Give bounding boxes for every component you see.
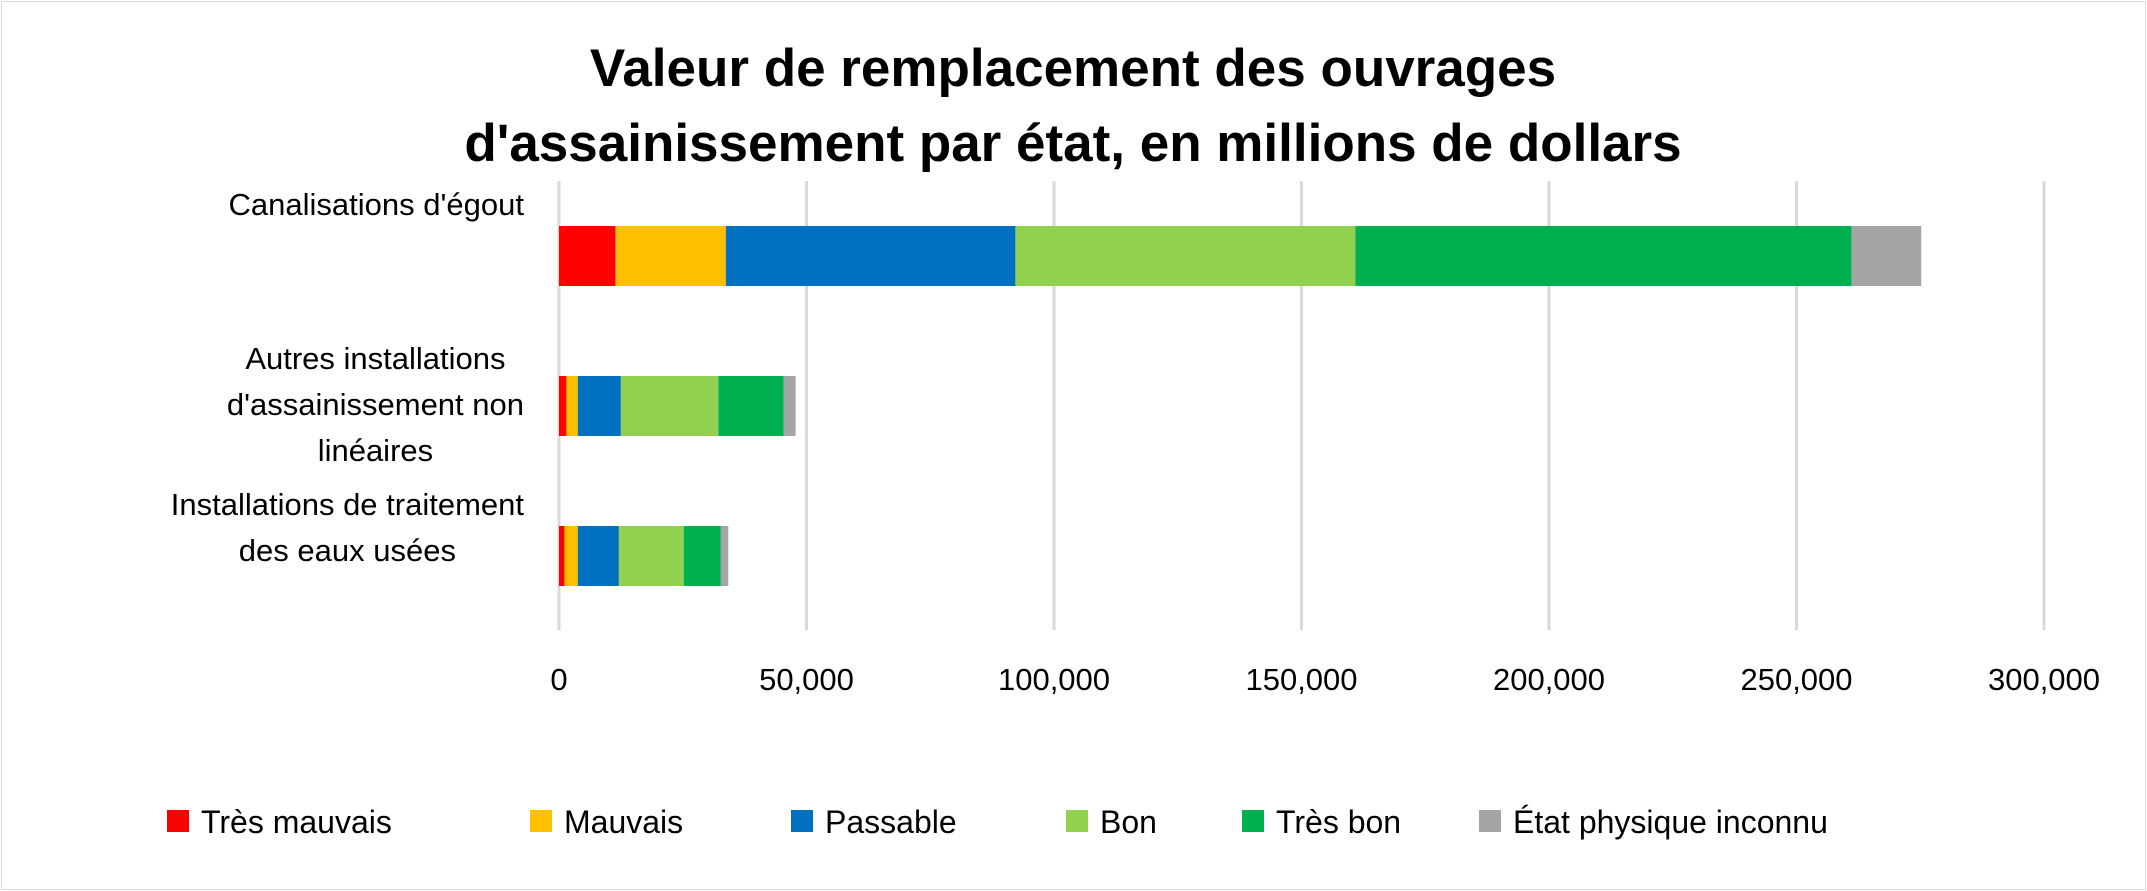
legend-item: Très mauvais — [167, 804, 392, 840]
legend-swatch — [1242, 810, 1264, 832]
legend-label: État physique inconnu — [1513, 804, 1828, 840]
bar-segment — [577, 376, 621, 436]
chart-title-line-1: Valeur de remplacement des ouvrages — [590, 39, 1556, 98]
category-label-line: Autres installations — [245, 341, 506, 376]
bar-segment — [559, 226, 616, 286]
category-label-line: linéaires — [317, 433, 434, 468]
bar-segment — [566, 376, 578, 436]
chart-title-line-2: d'assainissement par état, en millions d… — [464, 114, 1681, 173]
bar-segment — [720, 526, 729, 586]
bar-segment — [615, 226, 726, 286]
x-tick-label: 150,000 — [1245, 662, 1357, 697]
bar-segment — [725, 226, 1016, 286]
legend-label: Très mauvais — [201, 804, 392, 840]
category-label-line: des eaux usées — [238, 533, 456, 568]
legend-swatch — [791, 810, 813, 832]
legend-swatch — [530, 810, 552, 832]
legend-item: Très bon — [1242, 804, 1401, 840]
legend-item: Bon — [1066, 804, 1157, 840]
bar-segment — [1355, 226, 1852, 286]
bar-segment — [1851, 226, 1922, 286]
legend-label: Passable — [825, 804, 957, 840]
x-tick-label: 100,000 — [998, 662, 1110, 697]
x-tick-label: 0 — [550, 662, 567, 697]
x-tick-label: 50,000 — [759, 662, 854, 697]
bar-segment — [559, 526, 565, 586]
bar-segment — [683, 526, 721, 586]
bar-segment — [620, 376, 719, 436]
bar-segment — [577, 526, 619, 586]
x-tick-label: 300,000 — [1988, 662, 2100, 697]
bar-segment — [559, 376, 567, 436]
legend-swatch — [1066, 810, 1088, 832]
category-label-line: Installations de traitement — [170, 487, 524, 522]
bar-segment — [618, 526, 684, 586]
legend-item: Mauvais — [530, 804, 683, 840]
legend-label: Bon — [1100, 804, 1157, 840]
legend-item: État physique inconnu — [1479, 804, 1828, 840]
category-label: Canalisations d'égout — [229, 182, 524, 228]
category-label: Installations de traitement des eaux usée… — [171, 482, 524, 574]
bar-segment — [718, 376, 784, 436]
legend-label: Mauvais — [564, 804, 683, 840]
x-tick-label: 200,000 — [1493, 662, 1605, 697]
legend-swatch — [1479, 810, 1501, 832]
bar-segment — [783, 376, 796, 436]
legend-label: Très bon — [1276, 804, 1401, 840]
category-label-line: Canalisations d'égout — [228, 187, 524, 222]
x-tick-label: 250,000 — [1740, 662, 1852, 697]
category-label: Autres installations d'assainissement non… — [227, 336, 524, 474]
bar-segment — [1015, 226, 1356, 286]
legend-item: Passable — [791, 804, 957, 840]
legend-swatch — [167, 810, 189, 832]
category-label-line: d'assainissement non — [226, 387, 524, 422]
bar-segment — [564, 526, 578, 586]
